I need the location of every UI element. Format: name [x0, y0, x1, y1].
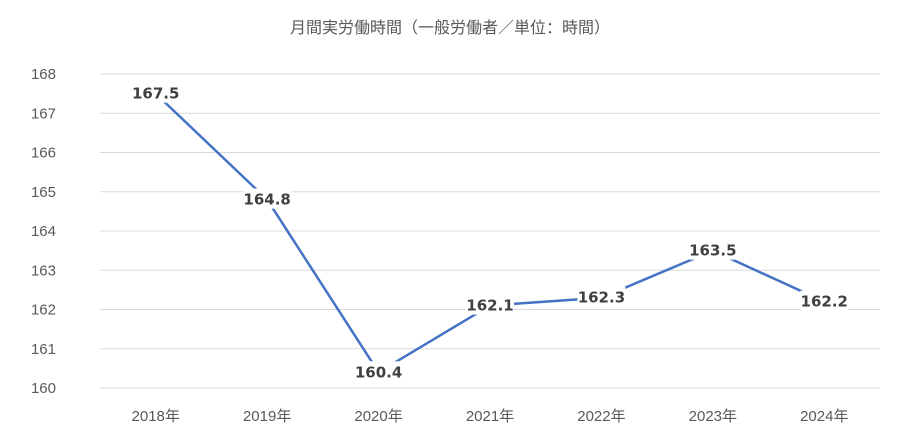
- data-label: 163.5: [689, 242, 736, 260]
- x-tick-label: 2023年: [689, 408, 737, 425]
- data-label: 162.1: [466, 297, 513, 315]
- data-label: 160.4: [355, 363, 402, 381]
- y-tick-label: 167: [31, 105, 56, 122]
- data-label: 162.2: [801, 293, 848, 311]
- x-tick-label: 2019年: [243, 408, 291, 425]
- data-label-bg: [800, 290, 849, 311]
- y-tick-label: 166: [31, 145, 56, 162]
- data-label-bg: [688, 239, 737, 260]
- data-label-bg: [354, 361, 403, 382]
- series-line: [154, 92, 825, 374]
- data-label-bg: [577, 286, 626, 307]
- data-label: 167.5: [132, 85, 179, 103]
- y-tick-label: 163: [31, 262, 56, 279]
- data-label: 164.8: [243, 191, 290, 209]
- x-tick-label: 2018年: [132, 408, 180, 425]
- y-tick-label: 160: [31, 380, 56, 397]
- y-tick-label: 164: [31, 223, 56, 240]
- chart-title: 月間実労働時間（一般労働者／単位：時間）: [289, 18, 610, 37]
- x-tick-label: 2021年: [466, 408, 514, 425]
- x-tick-label: 2020年: [354, 408, 402, 425]
- y-tick-label: 161: [31, 341, 56, 358]
- data-label: 162.3: [578, 289, 625, 307]
- y-tick-label: 162: [31, 302, 56, 319]
- x-tick-label: 2024年: [800, 408, 848, 425]
- y-tick-label: 165: [31, 184, 56, 201]
- data-label-bg: [466, 294, 514, 315]
- x-tick-label: 2022年: [577, 408, 625, 425]
- y-tick-label: 168: [31, 66, 56, 83]
- data-label-bg: [243, 188, 292, 209]
- data-label-bg: [131, 82, 180, 103]
